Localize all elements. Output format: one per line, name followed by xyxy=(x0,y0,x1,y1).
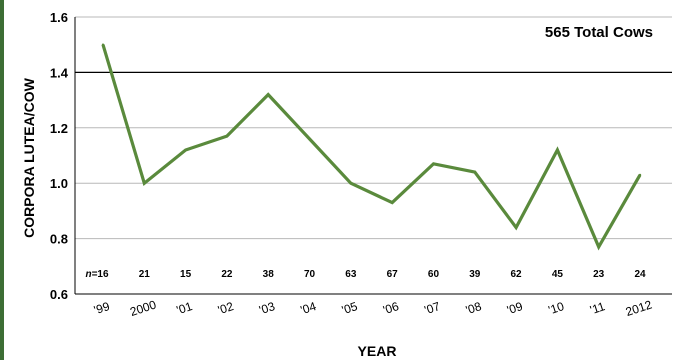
y-axis-label: CORPORA LUTEA/COW xyxy=(21,77,37,237)
data-point xyxy=(184,148,187,152)
annotation-total-cows: 565 Total Cows xyxy=(545,24,653,41)
y-tick-label: 1.0 xyxy=(50,176,68,191)
x-tick-label: '01 xyxy=(175,299,195,317)
left-accent-band xyxy=(0,0,4,360)
x-tick-label: '02 xyxy=(216,299,236,317)
data-point xyxy=(308,137,311,141)
count-label: 22 xyxy=(221,269,233,280)
data-point xyxy=(390,201,394,204)
x-tick-label: '10 xyxy=(547,299,567,317)
line-layer xyxy=(101,43,642,251)
x-tick-label: '03 xyxy=(257,299,277,317)
x-axis-label: YEAR xyxy=(358,343,397,359)
count-label: 45 xyxy=(552,269,564,280)
data-point xyxy=(473,170,476,174)
count-prefix: n= xyxy=(85,269,97,280)
x-tick-label: '09 xyxy=(505,299,525,317)
count-label: 70 xyxy=(304,269,316,280)
y-tick-label: 0.6 xyxy=(50,287,68,302)
y-tick-label: 0.8 xyxy=(50,232,68,247)
x-tick-layer: '99 2000 '01 '02 '03 '04 '05 '06 '07 '08 '09 '10 '11… xyxy=(92,297,654,319)
count-label: 24 xyxy=(634,269,646,280)
count-label: 39 xyxy=(469,269,481,280)
count-label: 60 xyxy=(428,269,440,280)
count-label: 63 xyxy=(345,269,357,280)
x-tick-label: 2012 xyxy=(624,297,654,319)
count-label: 67 xyxy=(387,269,399,280)
x-tick-label: 2000 xyxy=(128,297,158,319)
grid-layer xyxy=(74,16,672,295)
x-tick-label: '07 xyxy=(423,299,443,317)
x-tick-label: '99 xyxy=(92,299,112,317)
x-tick-label: '08 xyxy=(464,299,484,317)
data-point xyxy=(267,93,270,96)
count-label: n=16 xyxy=(85,269,109,280)
data-point xyxy=(556,148,559,152)
data-point xyxy=(349,182,353,185)
series-line xyxy=(101,44,642,251)
count-label: 23 xyxy=(593,269,605,280)
data-point xyxy=(101,43,105,46)
x-tick-label: '06 xyxy=(381,299,401,317)
data-point xyxy=(225,134,229,138)
x-tick-label: '05 xyxy=(340,299,360,317)
count-label: 62 xyxy=(511,269,523,280)
data-point xyxy=(597,245,600,249)
y-tick-layer: 0.6 0.8 1.0 1.2 1.4 1.6 xyxy=(50,10,69,302)
data-point xyxy=(143,182,146,185)
data-point xyxy=(638,173,642,177)
x-tick-label: '11 xyxy=(588,299,607,317)
y-tick-label: 1.2 xyxy=(50,121,68,136)
count-label: 21 xyxy=(139,269,151,280)
x-tick-label: '04 xyxy=(299,299,319,317)
count-layer: n=16 21 15 22 38 70 63 67 60 39 62 45 23 24 xyxy=(85,269,646,280)
count-label: 15 xyxy=(180,269,192,280)
data-point xyxy=(432,162,435,166)
data-point xyxy=(514,226,518,229)
y-tick-label: 1.4 xyxy=(50,65,69,80)
y-tick-label: 1.6 xyxy=(50,10,68,25)
count-label: 38 xyxy=(263,269,275,280)
